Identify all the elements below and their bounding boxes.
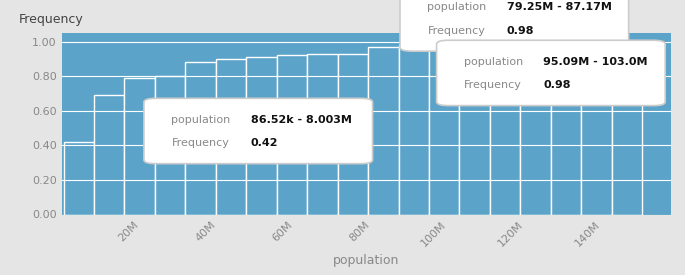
Text: 86.52k - 8.003M: 86.52k - 8.003M bbox=[251, 115, 351, 125]
Text: population: population bbox=[427, 2, 486, 12]
Text: 0.42: 0.42 bbox=[251, 138, 278, 148]
Bar bbox=[429, 45, 460, 214]
Text: 0.98: 0.98 bbox=[507, 26, 534, 36]
Bar bbox=[186, 62, 216, 215]
Bar bbox=[399, 45, 429, 214]
Bar bbox=[521, 43, 551, 214]
Text: 95.09M - 103.0M: 95.09M - 103.0M bbox=[543, 57, 648, 67]
Bar bbox=[581, 43, 612, 214]
Text: Frequency: Frequency bbox=[19, 13, 84, 26]
FancyBboxPatch shape bbox=[400, 0, 629, 51]
Text: 79.25M - 87.17M: 79.25M - 87.17M bbox=[507, 2, 612, 12]
Bar bbox=[460, 45, 490, 214]
Bar bbox=[612, 42, 642, 214]
Text: population: population bbox=[171, 115, 231, 125]
Text: Frequency: Frequency bbox=[464, 80, 522, 90]
Bar bbox=[551, 43, 581, 214]
Bar bbox=[155, 76, 186, 214]
Bar bbox=[94, 95, 125, 214]
Text: population: population bbox=[464, 57, 523, 67]
X-axis label: population: population bbox=[334, 254, 399, 267]
Bar bbox=[490, 43, 521, 214]
Bar bbox=[125, 78, 155, 214]
Bar bbox=[307, 54, 338, 214]
Bar bbox=[368, 47, 399, 214]
Bar bbox=[216, 59, 247, 214]
Bar bbox=[64, 142, 94, 214]
FancyBboxPatch shape bbox=[144, 98, 373, 164]
Text: Frequency: Frequency bbox=[427, 26, 485, 36]
FancyBboxPatch shape bbox=[436, 40, 665, 106]
Bar bbox=[277, 56, 307, 215]
Bar bbox=[338, 54, 368, 214]
Text: 0.98: 0.98 bbox=[543, 80, 571, 90]
Bar bbox=[247, 57, 277, 214]
Text: Frequency: Frequency bbox=[171, 138, 229, 148]
